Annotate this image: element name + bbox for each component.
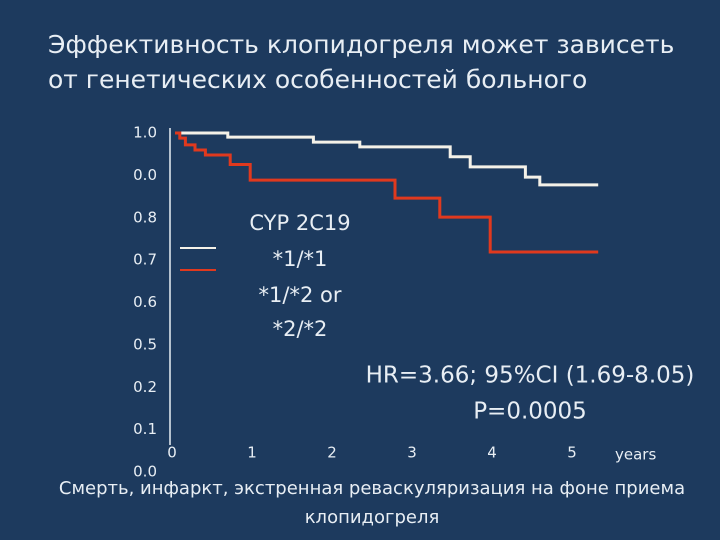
y-tick-label: 0.0	[133, 166, 157, 184]
title-line: Эффективность клопидогреля может зависет…	[48, 30, 674, 59]
annotation: P=0.0005	[473, 399, 587, 425]
annotation: HR=3.66; 95%CI (1.69-8.05)	[366, 363, 695, 389]
legend-label: *1/*1	[273, 247, 328, 271]
y-tick-label: 0.0	[133, 463, 157, 481]
caption-line: Смерть, инфаркт, экстренная реваскуляриз…	[59, 478, 685, 499]
y-tick-label: 0.6	[133, 293, 157, 311]
y-tick-label: 0.5	[133, 335, 157, 353]
x-tick-label: 2	[327, 444, 337, 462]
x-tick-label: 3	[407, 444, 417, 462]
title-line: от генетических особенностей больного	[48, 65, 587, 94]
x-tick-label: 5	[567, 444, 577, 462]
legend-label-line: *2/*2	[273, 317, 328, 341]
y-tick-label: 0.1	[133, 420, 157, 438]
x-tick-label: 1	[247, 444, 257, 462]
y-tick-label: 1.0	[133, 124, 157, 142]
x-tick-label: 4	[487, 444, 497, 462]
legend-label: *1/*2 or *2/*2	[259, 283, 342, 341]
caption-line: клопидогреля	[305, 507, 440, 528]
y-tick-label: 0.7	[133, 251, 157, 269]
legend-label-line: *1/*2 or	[259, 283, 342, 307]
survival-curve	[175, 131, 599, 254]
x-tick-label: 0	[167, 444, 177, 462]
y-tick-label: 0.8	[133, 208, 157, 226]
survival-curve	[175, 131, 599, 187]
y-tick-label: 0.2	[133, 378, 157, 396]
x-unit: years	[615, 446, 656, 464]
legend-title: CYP 2C19	[249, 211, 350, 235]
